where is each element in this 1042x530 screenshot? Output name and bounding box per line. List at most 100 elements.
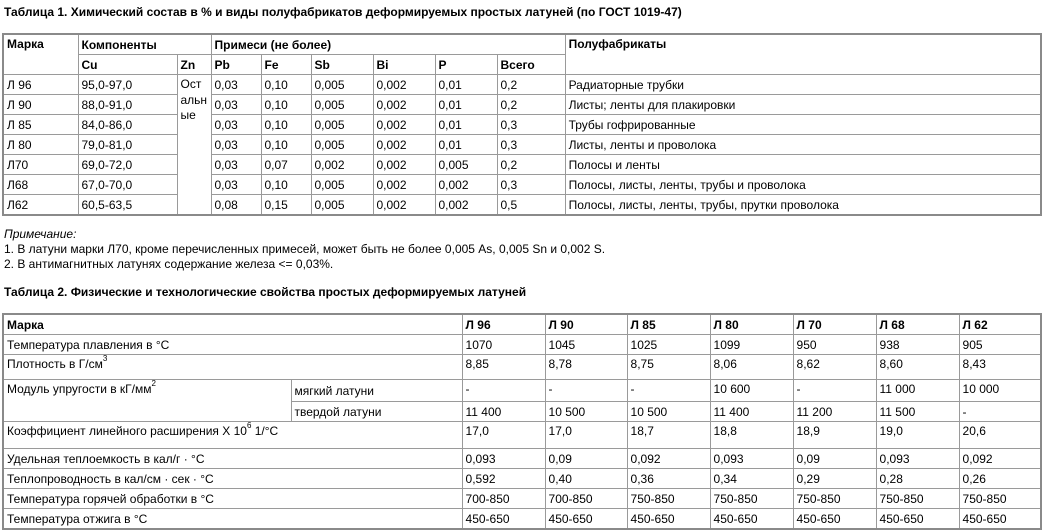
cell-value: 905 [958,334,1042,355]
cell-value: 938 [875,334,960,355]
header-grade-col: Л 70 [792,313,877,335]
cell-value: 17,0 [461,421,546,449]
notes-heading: Примечание: [4,227,77,241]
cell-value: 8,62 [792,354,877,380]
cell-sb: 0,002 [310,154,374,175]
note-item: 2. В антимагнитных латунях содержание же… [4,257,334,271]
cell-value: 18,7 [626,421,711,449]
header-grade-col: Л 90 [544,313,628,335]
cell-value: 11 200 [792,401,877,422]
header-p: P [434,54,498,75]
cell-value: 450-650 [792,508,877,530]
cell-products: Полосы, листы, ленты, трубы и проволока [564,174,1042,195]
cell-cu: 95,0-97,0 [77,74,178,95]
cell-bi: 0,002 [372,94,436,115]
table-row: Плотность в Г/см3 8,85 8,78 8,75 8,06 8,62 8,6… [2,354,1042,380]
cell-p: 0,01 [434,74,498,95]
cell-products: Трубы гофрированные [564,114,1042,135]
cell-value: 0,092 [626,448,711,469]
cell-property: Коэффициент линейного расширения Х 106 1… [2,421,463,449]
cell-bi: 0,002 [372,174,436,195]
cell-value: 750-850 [792,488,877,509]
property-label: Температура плавления в °С [7,337,170,352]
cell-total: 0,3 [496,174,566,195]
header-grade-col: Л 96 [461,313,546,335]
property-label: Температура горячей обработки в °С [7,491,214,506]
cell-value: 0,28 [875,468,960,489]
cell-products: Радиаторные трубки [564,74,1042,95]
header-components: Компоненты [77,33,212,55]
table1-title: Таблица 1. Химический состав в % и виды … [4,5,682,19]
cell-value: 0,093 [875,448,960,469]
cell-value: 8,06 [709,354,794,380]
cell-pb: 0,03 [210,114,262,135]
header-fe: Fe [260,54,312,75]
cell-bi: 0,002 [372,114,436,135]
cell-value: 950 [792,334,877,355]
header-row: Марка Л 96 Л 90 Л 85 Л 80 Л 70 Л 68 Л 62 [2,313,1042,335]
cell-sb: 0,005 [310,194,374,216]
cell-p: 0,01 [434,114,498,135]
cell-value: 17,0 [544,421,628,449]
cell-value: 450-650 [626,508,711,530]
cell-total: 0,2 [496,154,566,175]
table-row: Л 90 88,0-91,0 0,03 0,10 0,005 0,002 0,01 0,2 Ли… [2,94,1042,115]
cell-sb: 0,005 [310,114,374,135]
cell-property: Температура отжига в °С [2,508,463,530]
header-grade-col: Л 85 [626,313,711,335]
property-label: Плотность в Г/см [7,357,103,371]
cell-value: 0,093 [461,448,546,469]
table2-title: Таблица 2. Физические и технологические … [4,285,527,299]
cell-grade: Л62 [2,194,79,216]
cell-value: 1025 [626,334,711,355]
header-sb: Sb [310,54,374,75]
superscript: 2 [151,379,156,389]
cell-total: 0,3 [496,114,566,135]
cell-value: 750-850 [626,488,711,509]
cell-p: 0,01 [434,134,498,155]
cell-value: 450-650 [958,508,1042,530]
cell-value: - [461,379,546,402]
cell-property: Теплопроводность в кал/см · сек · °С [2,468,463,489]
cell-fe: 0,15 [260,194,312,216]
table-row: Модуль упругости в кГ/мм2 мягкий латуни - -… [2,379,1042,422]
cell-value: 450-650 [544,508,628,530]
cell-grade: Л 96 [2,74,79,95]
cell-value: 700-850 [544,488,628,509]
cell-cu: 88,0-91,0 [77,94,178,115]
cell-total: 0,3 [496,134,566,155]
cell-grade: Л 90 [2,94,79,115]
cell-value: - [544,379,628,402]
cell-value: 0,092 [958,448,1042,469]
cell-p: 0,002 [434,174,498,195]
cell-value: 10 000 [958,379,1042,402]
cell-value: 0,09 [792,448,877,469]
cell-value: 10 500 [544,401,628,422]
header-total: Всего [496,54,566,75]
header-grade-col: Л 68 [875,313,960,335]
header-products: Полуфабрикаты [564,33,1042,75]
table-row: Л70 69,0-72,0 0,03 0,07 0,002 0,002 0,005 0,2 По… [2,154,1042,175]
cell-p: 0,01 [434,94,498,115]
cell-pb: 0,08 [210,194,262,216]
header-grade-col: Л 80 [709,313,794,335]
cell-p: 0,002 [434,194,498,216]
cell-value: 11 400 [461,401,546,422]
table-row: Л 85 84,0-86,0 0,03 0,10 0,005 0,002 0,01 0,3 Тр… [2,114,1042,135]
cell-grade: Л 80 [2,134,79,155]
cell-pb: 0,03 [210,154,262,175]
cell-property: Температура плавления в °С [2,334,463,355]
cell-value: 0,26 [958,468,1042,489]
cell-value: 700-850 [461,488,546,509]
cell-cu: 60,5-63,5 [77,194,178,216]
cell-value: 1045 [544,334,628,355]
physical-properties-table: Марка Л 96 Л 90 Л 85 Л 80 Л 70 Л 68 Л 62 Темпера… [2,313,1042,530]
header-impurities: Примеси (не более) [210,33,566,55]
header-zn: Zn [176,54,212,75]
cell-products: Листы, ленты и проволока [564,134,1042,155]
cell-value: 8,60 [875,354,960,380]
cell-grade: Л70 [2,154,79,175]
cell-value: 0,592 [461,468,546,489]
cell-value: 11 000 [875,379,960,402]
cell-value: 0,34 [709,468,794,489]
